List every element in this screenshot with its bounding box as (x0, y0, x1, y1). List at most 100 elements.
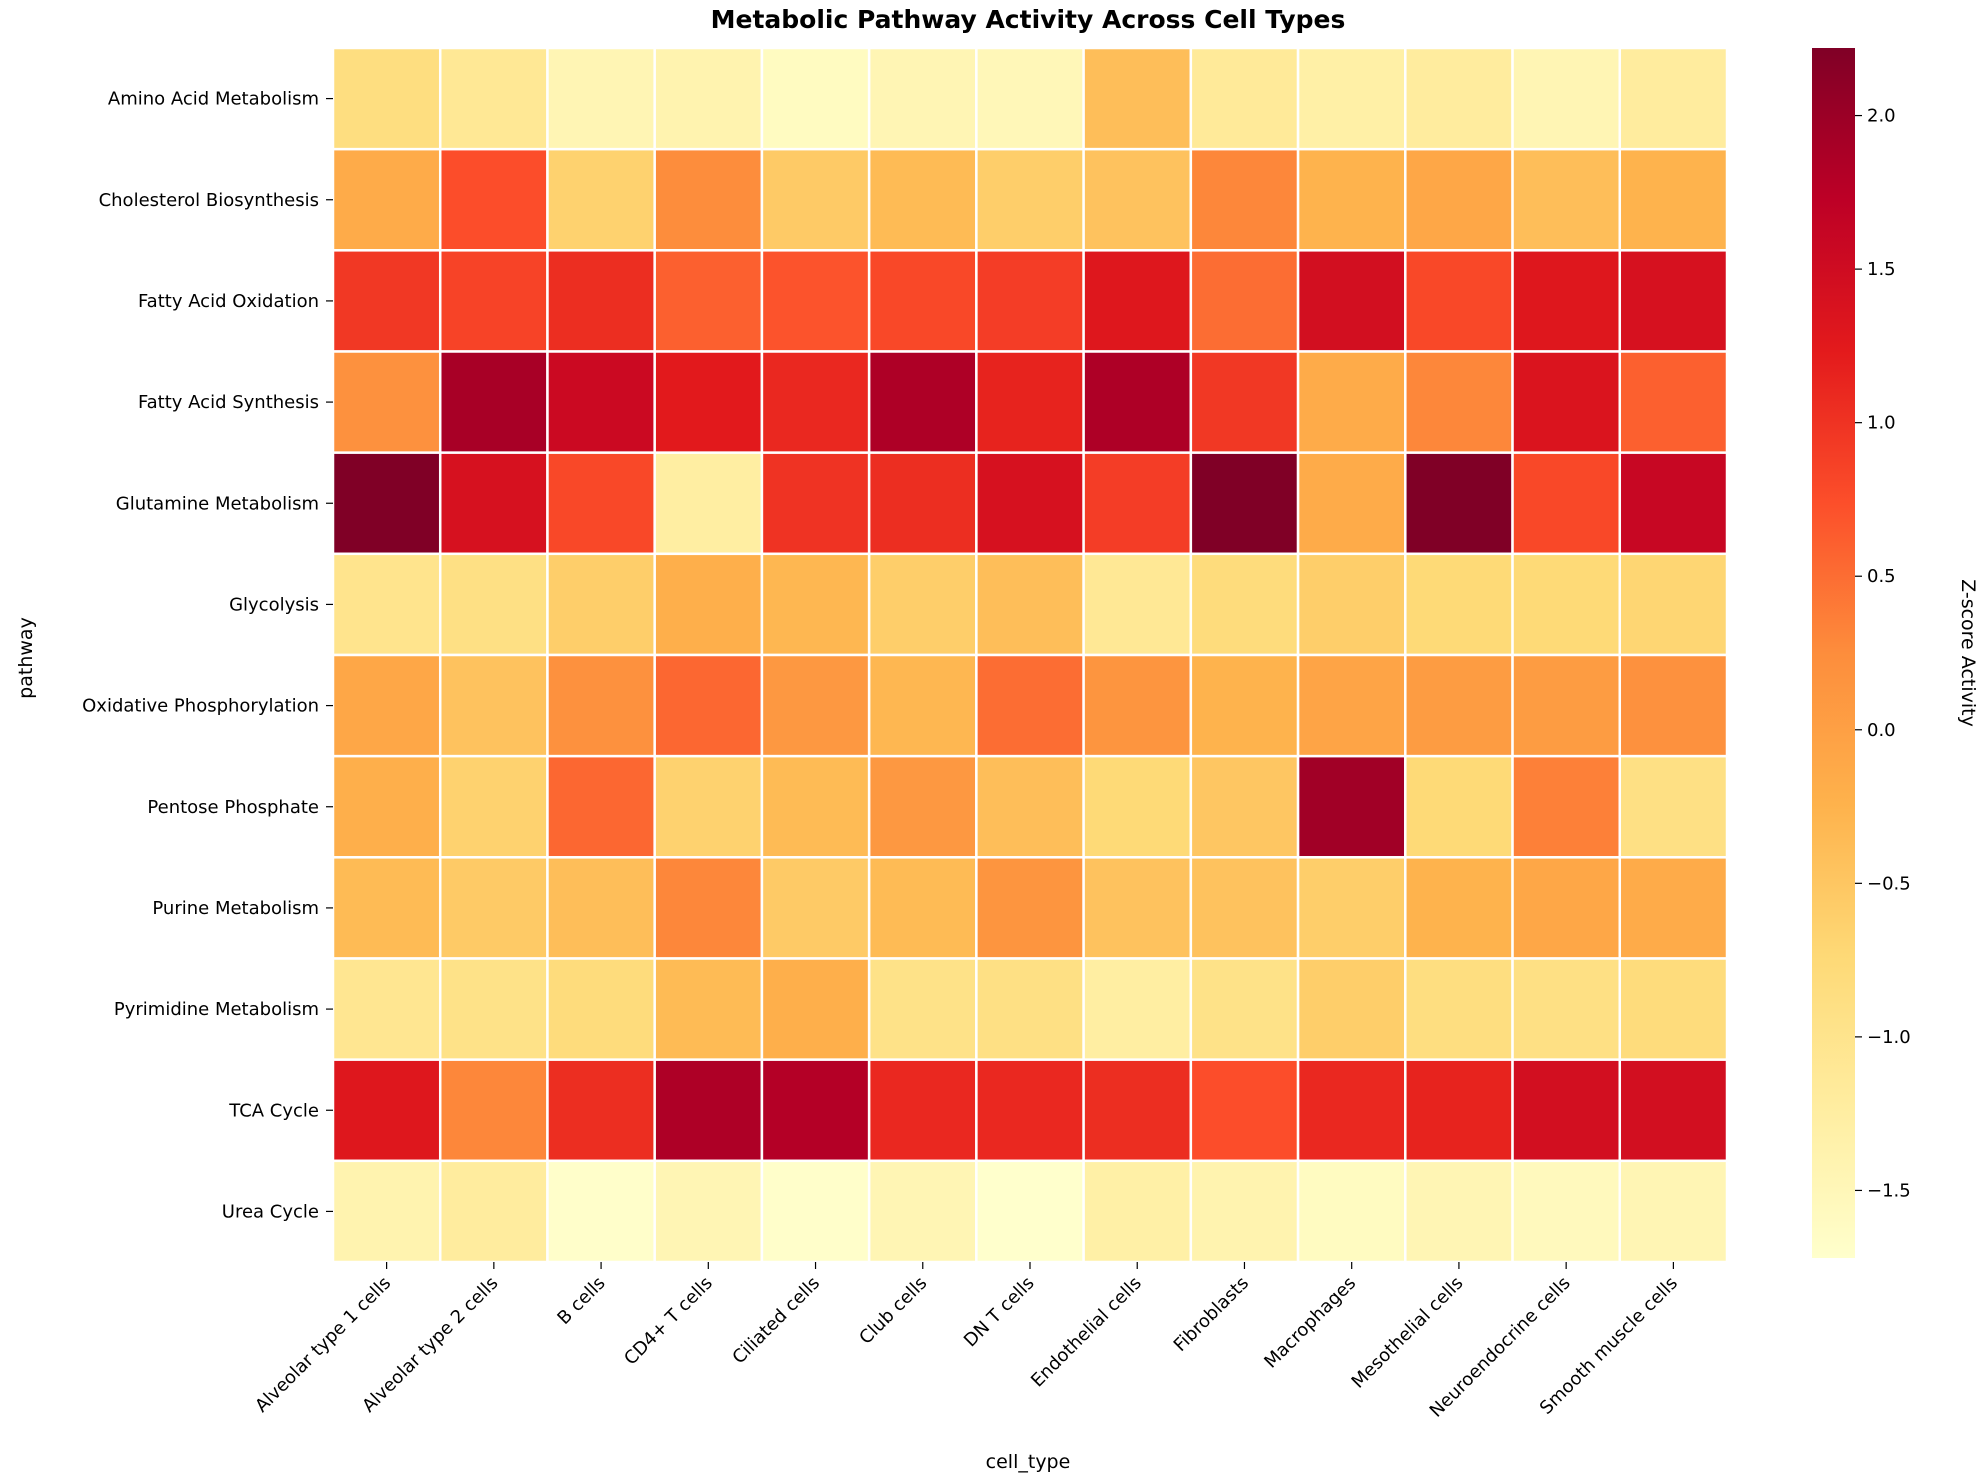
y-tick-label: Cholesterol Biosynthesis (99, 190, 319, 211)
heatmap-cell (331, 957, 442, 1061)
heatmap-cell (331, 653, 442, 758)
heatmap-cell (760, 957, 871, 1061)
heatmap-cell (1511, 856, 1622, 960)
y-tick-label: Amino Acid Metabolism (108, 89, 319, 110)
heatmap-cell (760, 653, 871, 758)
heatmap-cell (546, 552, 656, 657)
heatmap-cell (1189, 451, 1300, 556)
heatmap-cell (975, 552, 1085, 657)
colorbar-tick-label: 1.5 (1867, 259, 1896, 280)
heatmap-cell (1189, 350, 1300, 454)
heatmap-cell (975, 754, 1085, 859)
heatmap-cell (1511, 46, 1622, 151)
x-tick-label: Endothelial cells (1027, 1273, 1146, 1392)
heatmap-cell (1404, 451, 1514, 556)
colorbar-ticks: 2.0 1.5 1.0 0.5 0.0 −0.5 −1.0 −1.5 (1855, 106, 1911, 1201)
heatmap-cell (1189, 856, 1300, 960)
heatmap-cell (438, 147, 549, 252)
heatmap-cell (438, 46, 549, 151)
heatmap-cell (1189, 957, 1300, 1061)
heatmap-cell (1511, 451, 1622, 556)
heatmap-cell (1082, 552, 1193, 657)
heatmap-cell (760, 451, 871, 556)
heatmap-cell (331, 451, 442, 556)
heatmap-cell (1296, 957, 1407, 1061)
x-axis-label: cell_type (986, 1451, 1071, 1473)
heatmap-cell (760, 552, 871, 657)
heatmap-cell (867, 1058, 978, 1163)
heatmap-cell (1511, 754, 1622, 859)
heatmap-cell (1511, 653, 1622, 758)
heatmap-cell (653, 147, 764, 252)
heatmap-cell (1082, 147, 1193, 252)
heatmap-cell (653, 552, 764, 657)
heatmap-cell (1511, 350, 1622, 454)
heatmap-cell (653, 1159, 764, 1264)
heatmap-cell (438, 552, 549, 657)
colorbar-label: Z-score Activity (1957, 579, 1977, 727)
heatmap-cell (975, 856, 1085, 960)
heatmap-cell (1189, 552, 1300, 657)
heatmap-cell (1082, 653, 1193, 758)
heatmap-cell (1404, 653, 1514, 758)
heatmap-cell (1511, 1159, 1622, 1264)
y-tick-label: Oxidative Phosphorylation (82, 696, 319, 717)
heatmap-cell (438, 653, 549, 758)
heatmap-cell (1511, 552, 1622, 657)
heatmap-cell (975, 653, 1085, 758)
heatmap-cell (331, 249, 442, 353)
colorbar-tick-label: −1.5 (1867, 1180, 1911, 1201)
heatmap-cell (1404, 249, 1514, 353)
colorbar (1812, 48, 1855, 1258)
heatmap-cell (760, 249, 871, 353)
heatmap-cell (653, 249, 764, 353)
heatmap-cell (331, 754, 442, 859)
heatmap-cell (1296, 1159, 1407, 1264)
x-tick-label: Mesothelial cells (1348, 1273, 1468, 1393)
heatmap-cell (1404, 147, 1514, 252)
colorbar-tick-label: −0.5 (1867, 873, 1911, 894)
heatmap-cell (1618, 1058, 1729, 1163)
heatmap-cell (867, 957, 978, 1061)
heatmap-cell (653, 1058, 764, 1163)
heatmap-cell (1404, 1058, 1514, 1163)
heatmap-cell (546, 653, 656, 758)
heatmap-cell (438, 451, 549, 556)
heatmap-cell (1296, 249, 1407, 353)
heatmap-cell (546, 754, 656, 859)
heatmap-cell (438, 754, 549, 859)
heatmap-cell (331, 1058, 442, 1163)
heatmap-cell (1618, 350, 1729, 454)
heatmap-cell (331, 350, 442, 454)
y-tick-label: Fatty Acid Synthesis (138, 392, 319, 413)
heatmap-cell (975, 46, 1085, 151)
heatmap-cell (1618, 653, 1729, 758)
heatmap-cell (546, 249, 656, 353)
heatmap-cell (546, 957, 656, 1061)
colorbar-tick-label: 1.0 (1867, 413, 1896, 434)
heatmap-cell (438, 856, 549, 960)
heatmap-cell (438, 1058, 549, 1163)
heatmap-cell (331, 1159, 442, 1264)
y-axis-label: pathway (15, 617, 37, 699)
x-tick-label: CD4+ T cells (620, 1273, 717, 1370)
heatmap-cell (546, 147, 656, 252)
heatmap-cell (1296, 653, 1407, 758)
heatmap-cell (1404, 856, 1514, 960)
y-tick-label: Urea Cycle (222, 1201, 319, 1222)
colorbar-tick-label: 0.0 (1867, 720, 1896, 741)
heatmap-cell (546, 1159, 656, 1264)
heatmap-cell (1511, 249, 1622, 353)
y-tick-label: Fatty Acid Oxidation (138, 291, 319, 312)
x-tick-label: Club cells (855, 1273, 931, 1349)
heatmap-cell (1082, 249, 1193, 353)
heatmap-cell (975, 350, 1085, 454)
heatmap-cell (331, 147, 442, 252)
heatmap-cell (975, 1058, 1085, 1163)
heatmap-cell (653, 856, 764, 960)
heatmap-cell (1296, 754, 1407, 859)
heatmap-cell (1618, 451, 1729, 556)
heatmap-cell (975, 957, 1085, 1061)
